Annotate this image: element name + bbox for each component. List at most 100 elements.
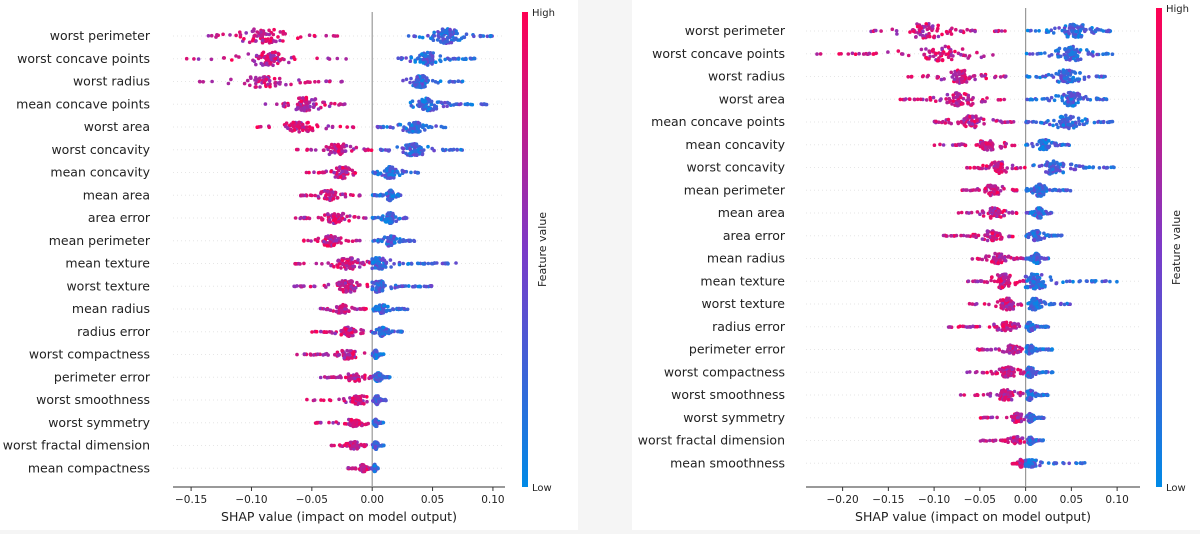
shap-point (991, 232, 995, 236)
shap-point (339, 241, 343, 245)
shap-point (380, 218, 384, 222)
shap-point (430, 147, 434, 151)
shap-point (980, 100, 984, 104)
shap-point (441, 148, 445, 152)
shap-point (1094, 29, 1098, 33)
shap-point (291, 121, 295, 125)
shap-point (299, 100, 303, 104)
shap-point (1042, 193, 1046, 197)
shap-point (973, 74, 977, 78)
shap-point (1003, 29, 1007, 33)
shap-point (421, 36, 425, 40)
shap-point (319, 376, 323, 380)
shap-point (1084, 166, 1088, 170)
shap-point (994, 29, 998, 33)
shap-point (407, 284, 411, 288)
shap-point (364, 307, 368, 311)
shap-point (380, 258, 384, 262)
shap-point (454, 29, 458, 33)
shap-point (315, 262, 319, 266)
shap-point (323, 330, 327, 334)
feature-label: area error (88, 210, 151, 225)
shap-point (273, 77, 277, 81)
shap-point (910, 75, 914, 79)
shap-point (349, 418, 353, 422)
shap-point (262, 32, 266, 36)
shap-point (1040, 121, 1044, 125)
shap-point (332, 375, 336, 379)
shap-point (1069, 101, 1073, 105)
shap-point (925, 98, 929, 102)
shap-point (479, 35, 483, 39)
shap-point (1050, 74, 1054, 78)
shap-point (312, 353, 316, 357)
shap-point (448, 57, 452, 61)
shap-point (361, 262, 365, 266)
shap-point (1047, 139, 1051, 143)
shap-point (306, 239, 310, 243)
shap-point (452, 148, 456, 152)
shap-point (1063, 48, 1067, 52)
shap-point (391, 167, 395, 171)
shap-point (997, 171, 1001, 175)
shap-point (351, 353, 355, 357)
shap-point (267, 126, 271, 130)
shap-point (299, 284, 303, 288)
shap-point (351, 239, 355, 243)
shap-point (328, 105, 332, 109)
shap-point (418, 35, 422, 39)
shap-point (312, 102, 316, 106)
shap-point (281, 39, 285, 43)
shap-point (977, 188, 981, 192)
shap-point (966, 101, 970, 105)
shap-point (1007, 211, 1011, 215)
shap-point (1041, 145, 1045, 149)
shap-point (346, 332, 350, 336)
shap-point (993, 188, 997, 192)
shap-point (369, 376, 373, 380)
shap-point (364, 423, 368, 427)
shap-point (1074, 30, 1078, 34)
shap-point (1002, 214, 1006, 218)
shap-point (317, 107, 321, 111)
shap-point (950, 58, 954, 62)
shap-point (339, 125, 343, 129)
shap-point (310, 148, 314, 152)
shap-point (401, 79, 405, 83)
shap-point (349, 285, 353, 289)
shap-point (333, 102, 337, 106)
shap-point (327, 421, 331, 425)
shap-point (292, 285, 296, 289)
shap-point (317, 237, 321, 241)
shap-point (392, 235, 396, 239)
shap-point (353, 440, 357, 444)
shap-point (305, 125, 309, 129)
shap-point (352, 215, 356, 219)
shap-point (405, 147, 409, 151)
shap-point (921, 30, 925, 34)
shap-point (955, 101, 959, 105)
shap-point (307, 80, 311, 84)
shap-point (1050, 53, 1054, 57)
shap-point (331, 421, 335, 425)
shap-point (319, 307, 323, 311)
shap-point (1052, 234, 1056, 238)
shap-point (1079, 29, 1083, 33)
shap-point (328, 398, 332, 402)
shap-point (932, 35, 936, 39)
shap-point (338, 287, 342, 291)
shap-point (1093, 121, 1097, 125)
shap-point (345, 171, 349, 175)
shap-point (989, 215, 993, 219)
shap-point (350, 149, 354, 153)
shap-point (373, 239, 377, 243)
shap-point (336, 57, 340, 61)
colorbar (522, 12, 528, 487)
shap-point (355, 146, 359, 150)
shap-point (282, 104, 286, 108)
shap-point (197, 57, 201, 61)
shap-point (373, 171, 377, 175)
shap-point (425, 105, 429, 109)
shap-point (341, 259, 345, 263)
shap-point (1037, 29, 1041, 33)
